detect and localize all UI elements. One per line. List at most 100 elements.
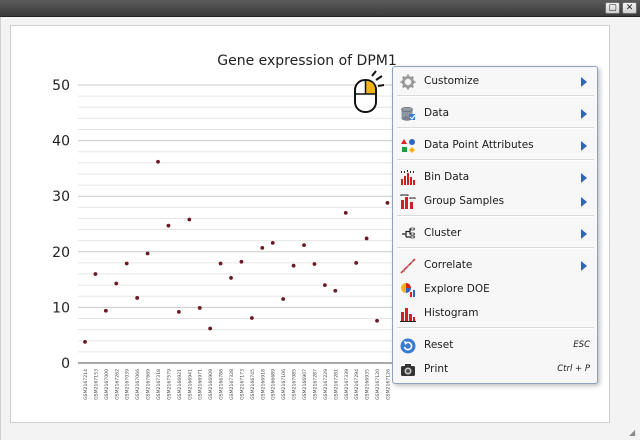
data-point[interactable] [229,276,233,280]
submenu-arrow-icon [581,141,587,151]
x-tick-label: GSM2167120 [375,369,381,400]
data-point[interactable] [135,296,140,300]
menu-item-label: Customize [424,75,480,87]
data-point[interactable] [208,326,213,331]
data-point[interactable] [166,223,171,228]
submenu-arrow-icon [581,109,587,119]
data-point[interactable] [218,261,223,266]
x-tick-label: GSM2166689 [271,369,277,400]
data-point[interactable] [156,159,160,164]
data-point[interactable] [322,283,327,288]
x-tick-label: GSM2167066 [135,369,141,400]
menu-item-customize[interactable]: Customize [394,71,596,93]
mouse-cursor-icon [354,70,384,113]
restore-window-button[interactable]: ▢ [605,2,620,14]
data-point[interactable] [114,281,119,286]
y-tick-label: 40 [52,134,70,150]
y-axis-ticks: 0 10 20 30 40 50 [52,78,70,372]
x-tick-label: GSM2167579 [166,369,172,400]
menu-item-label: Reset [424,339,454,351]
y-tick-label: 0 [61,356,70,372]
y-tick-label: 30 [52,189,70,205]
data-point[interactable] [103,308,108,313]
menu-item-bin-data[interactable]: Bin Data [394,167,596,189]
data-point[interactable] [333,288,338,293]
x-tick-label: GSM2167262 [114,369,120,400]
data-point[interactable] [197,306,202,310]
data-point[interactable] [375,318,379,323]
x-tick-label: GSM2167153 [93,369,99,400]
menu-item-label: Group Samples [424,195,505,207]
data-point[interactable] [291,263,296,268]
menu-item-histogram[interactable]: Histogram [394,303,596,325]
data-point[interactable] [343,210,348,215]
menu-item-group-samples[interactable]: Group Samples [394,191,596,213]
x-tick-label: GSM2166935 [365,369,371,400]
shortcut-label: ESC [573,340,590,350]
data-point[interactable] [187,217,192,222]
data-point[interactable] [364,236,369,241]
x-tick-label: GSM2167000 [104,369,110,400]
data-point[interactable] [270,241,275,245]
menu-separator [397,95,594,97]
x-tick-label: GSM2167126 [385,369,391,400]
menu-item-label: Print [424,363,449,375]
data-point[interactable] [93,272,98,276]
data-point[interactable] [145,251,150,256]
data-point[interactable] [239,259,244,264]
menu-item-print[interactable]: Print Ctrl + P [394,359,596,381]
menu-separator [397,215,594,217]
data-point[interactable] [302,243,306,248]
menu-item-data-point-attributes[interactable]: Data Point Attributes [394,135,596,157]
group-samples-icon [400,194,416,210]
x-tick-label: GSM2166941 [187,369,193,400]
y-tick-label: 50 [52,78,70,94]
data-point[interactable] [385,200,390,205]
database-icon [400,106,416,122]
menu-item-explore-doe[interactable]: Explore DOE [394,279,596,301]
submenu-arrow-icon [581,229,587,239]
data-point[interactable] [124,261,129,266]
refresh-icon [400,338,416,354]
data-point[interactable] [249,316,254,320]
context-menu[interactable]: Customize Data Data Point Attributes Bin Da… [392,66,598,384]
close-window-button[interactable]: ✕ [622,2,637,14]
resize-grip-icon[interactable]: ◢ [629,428,636,437]
window-controls: ▢ ✕ [605,2,637,14]
menu-item-cluster[interactable]: Cluster [394,223,596,245]
data-points[interactable] [83,159,390,344]
cluster-tree-icon [400,226,416,242]
gear-icon [400,74,416,90]
menu-item-label: Explore DOE [424,283,490,295]
data-point[interactable] [176,309,181,314]
x-tick-label: GSM2167328 [229,369,235,400]
x-tick-label: GSM2167085 [292,369,298,400]
data-point[interactable] [281,297,286,301]
bin-data-icon [400,170,416,186]
menu-separator [397,247,594,249]
menu-item-correlate[interactable]: Correlate [394,255,596,277]
x-tick-label: GSM2167039 [125,369,131,400]
camera-icon [400,362,416,378]
data-point[interactable] [260,246,265,250]
menu-item-reset[interactable]: Reset ESC [394,335,596,357]
x-tick-label: GSM2167229 [323,369,329,400]
menu-item-data[interactable]: Data [394,103,596,125]
histogram-icon [400,306,416,322]
data-point[interactable] [354,261,359,265]
data-point[interactable] [83,339,87,344]
x-tick-label: GSM2167281 [333,369,339,400]
menu-separator [397,159,594,161]
menu-item-label: Cluster [424,227,462,239]
x-tick-label: GSM2167669 [146,369,152,400]
submenu-arrow-icon [581,173,587,183]
chart-title: Gene expression of DPM1 [217,53,397,69]
y-tick-label: 20 [52,245,70,261]
x-tick-label: GSM2166745 [250,369,256,400]
data-point[interactable] [312,262,317,266]
x-tick-label: GSM2167339 [344,369,350,400]
x-tick-label: GSM2166907 [302,369,308,400]
x-axis-ticks: GSM2167214 GSM2167153 GSM2167000 GSM2167262… [83,369,391,400]
x-tick-label: GSM2167294 [354,369,360,400]
x-tick-label: GSM2167287 [312,369,318,400]
